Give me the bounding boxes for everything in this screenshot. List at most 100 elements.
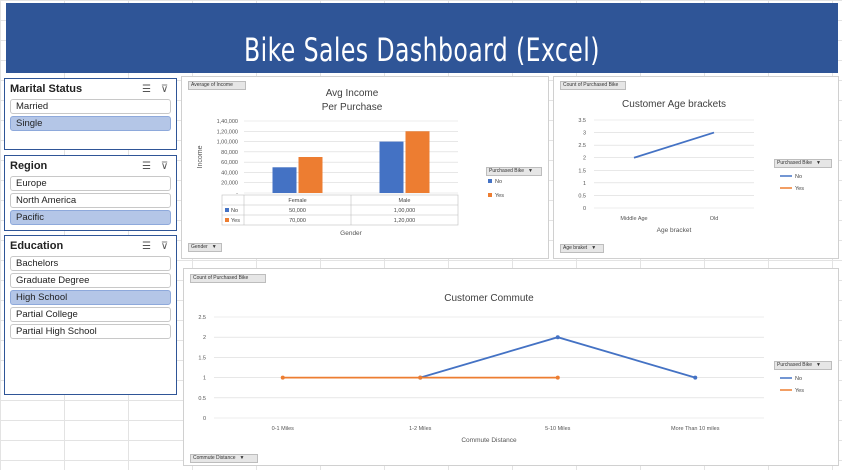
multi-select-icon[interactable]: ☰ (142, 160, 151, 172)
y-tick-label: 2 (583, 156, 586, 162)
legend-field-button[interactable]: Purchased Bike ▼ (774, 361, 832, 370)
chart-title: Avg Income (326, 88, 379, 99)
slicer-item-single[interactable]: Single (10, 116, 171, 131)
data-label: 50,000 (289, 208, 306, 214)
table-row-label: No (231, 208, 238, 214)
y-tick-label: 1,40,000 (217, 119, 238, 125)
axis-field-button[interactable]: Commute Distance ▼ (190, 454, 258, 463)
y-tick-label: 2.5 (578, 143, 586, 149)
dropdown-arrow-icon: ▼ (591, 245, 597, 251)
dropdown-arrow-icon: ▼ (528, 168, 533, 174)
x-tick-label: Old (710, 216, 719, 222)
data-label: 1,20,000 (394, 218, 415, 224)
y-tick-label: 3 (583, 131, 586, 137)
commute-chart-svg: Customer Commute 0 0.5 1 1.5 2 2.5 0-1 Miles 1-2… (198, 293, 804, 444)
slicer-item-partial-college[interactable]: Partial College (10, 307, 171, 322)
y-tick-label: 20,000 (221, 181, 238, 187)
slicer-item-north-america[interactable]: North America (10, 193, 171, 208)
dashboard-title: Bike Sales Dashboard (Excel) (244, 31, 600, 69)
legend-label: Yes (795, 388, 804, 394)
slicer-item-high-school[interactable]: High School (10, 290, 171, 305)
bar (379, 141, 404, 193)
value-field-button[interactable]: Average of Income (188, 81, 246, 90)
slicer-title: Region (10, 160, 48, 172)
axis-field-button[interactable]: Age braket ▼ (560, 244, 604, 253)
legend-field-button[interactable]: Purchased Bike ▼ (486, 167, 542, 176)
slicer-item-bachelors[interactable]: Bachelors (10, 256, 171, 271)
legend-label: Yes (495, 193, 504, 199)
data-point (280, 375, 285, 380)
age-chart-svg: Customer Age brackets 0 0.5 1 1.5 2 2.5 3 3.5 Mid… (578, 99, 804, 234)
y-tick-label: 0.5 (578, 193, 586, 199)
axis-field-button[interactable]: Gender ▼ (188, 243, 222, 252)
data-label: 1,00,000 (394, 208, 415, 214)
value-field-button[interactable]: Count of Purchased Bike (560, 81, 626, 90)
multi-select-icon[interactable]: ☰ (142, 83, 151, 95)
y-tick-label: 0 (583, 206, 586, 212)
income-chart-panel[interactable]: Average of Income Gender ▼ Avg Income Per … (181, 76, 549, 259)
y-tick-label: 2.5 (198, 315, 206, 321)
y-tick-label: 1,00,000 (217, 140, 238, 146)
value-field-label: Count of Purchased Bike (193, 275, 249, 281)
slicer-item-married[interactable]: Married (10, 99, 171, 114)
x-tick-label: More Than 10 miles (671, 426, 720, 432)
legend-label: No (495, 179, 502, 185)
chart-title: Per Purchase (322, 102, 383, 113)
y-tick-label: 1.5 (198, 355, 206, 361)
legend-field-label: Purchased Bike (777, 160, 813, 166)
x-axis-label: Commute Distance (461, 437, 517, 444)
slicer-item-pacific[interactable]: Pacific (10, 210, 171, 225)
legend-label: No (795, 174, 802, 180)
chart-title: Customer Age brackets (622, 99, 726, 110)
slicer-title: Education (10, 240, 64, 252)
y-tick-label: 80,000 (221, 150, 238, 156)
legend-label: No (795, 376, 802, 382)
value-field-label: Count of Purchased Bike (563, 82, 619, 88)
axis-field-label: Age braket (563, 245, 588, 251)
legend-key (488, 193, 492, 197)
legend-field-label: Purchased Bike (777, 362, 813, 368)
multi-select-icon[interactable]: ☰ (142, 240, 151, 252)
clear-filter-icon[interactable]: ⊽ (160, 240, 169, 252)
legend-field-label: Purchased Bike (489, 168, 525, 174)
x-axis-label: Age bracket (657, 227, 692, 234)
dropdown-arrow-icon: ▼ (816, 362, 821, 368)
x-tick-label: Female (288, 198, 306, 204)
slicer-title: Marital Status (10, 83, 83, 95)
series-line-no (633, 131, 715, 159)
x-tick-label: 5-10 Miles (545, 426, 571, 432)
legend-field-button[interactable]: Purchased Bike ▼ (774, 159, 832, 168)
slicer-item-partial-high-school[interactable]: Partial High School (10, 324, 171, 339)
data-label: 70,000 (289, 218, 306, 224)
commute-chart-panel[interactable]: Count of Purchased Bike Commute Distance… (183, 268, 839, 466)
x-tick-label: 1-2 Miles (409, 426, 432, 432)
y-tick-label: 0 (203, 416, 206, 422)
y-tick-label: - (236, 191, 238, 197)
legend-key (225, 218, 229, 222)
dropdown-arrow-icon: ▼ (816, 160, 821, 166)
slicer-region: Region ☰ ⊽ Europe North America Pacific (4, 155, 177, 231)
data-point (693, 375, 698, 380)
value-field-button[interactable]: Count of Purchased Bike (190, 274, 266, 283)
y-tick-label: 0.5 (198, 396, 206, 402)
y-tick-label: 1 (203, 376, 206, 382)
axis-field-label: Gender (191, 244, 208, 250)
clear-filter-icon[interactable]: ⊽ (160, 83, 169, 95)
data-point (555, 335, 560, 340)
dropdown-arrow-icon: ▼ (211, 244, 217, 250)
y-tick-label: 40,000 (221, 170, 238, 176)
axis-field-label: Commute Distance (193, 455, 236, 461)
slicer-item-europe[interactable]: Europe (10, 176, 171, 191)
dropdown-arrow-icon: ▼ (239, 455, 245, 461)
y-tick-label: 1,20,000 (217, 129, 238, 135)
y-tick-label: 3.5 (578, 118, 586, 124)
legend-label: Yes (795, 186, 804, 192)
x-axis-label: Gender (340, 230, 363, 237)
clear-filter-icon[interactable]: ⊽ (160, 160, 169, 172)
x-tick-label: Male (399, 198, 411, 204)
slicer-item-graduate-degree[interactable]: Graduate Degree (10, 273, 171, 288)
age-chart-panel[interactable]: Count of Purchased Bike Age braket ▼ Cust… (553, 76, 839, 259)
y-tick-label: 1.5 (578, 168, 586, 174)
y-tick-label: 2 (203, 335, 206, 341)
bar (405, 131, 430, 193)
